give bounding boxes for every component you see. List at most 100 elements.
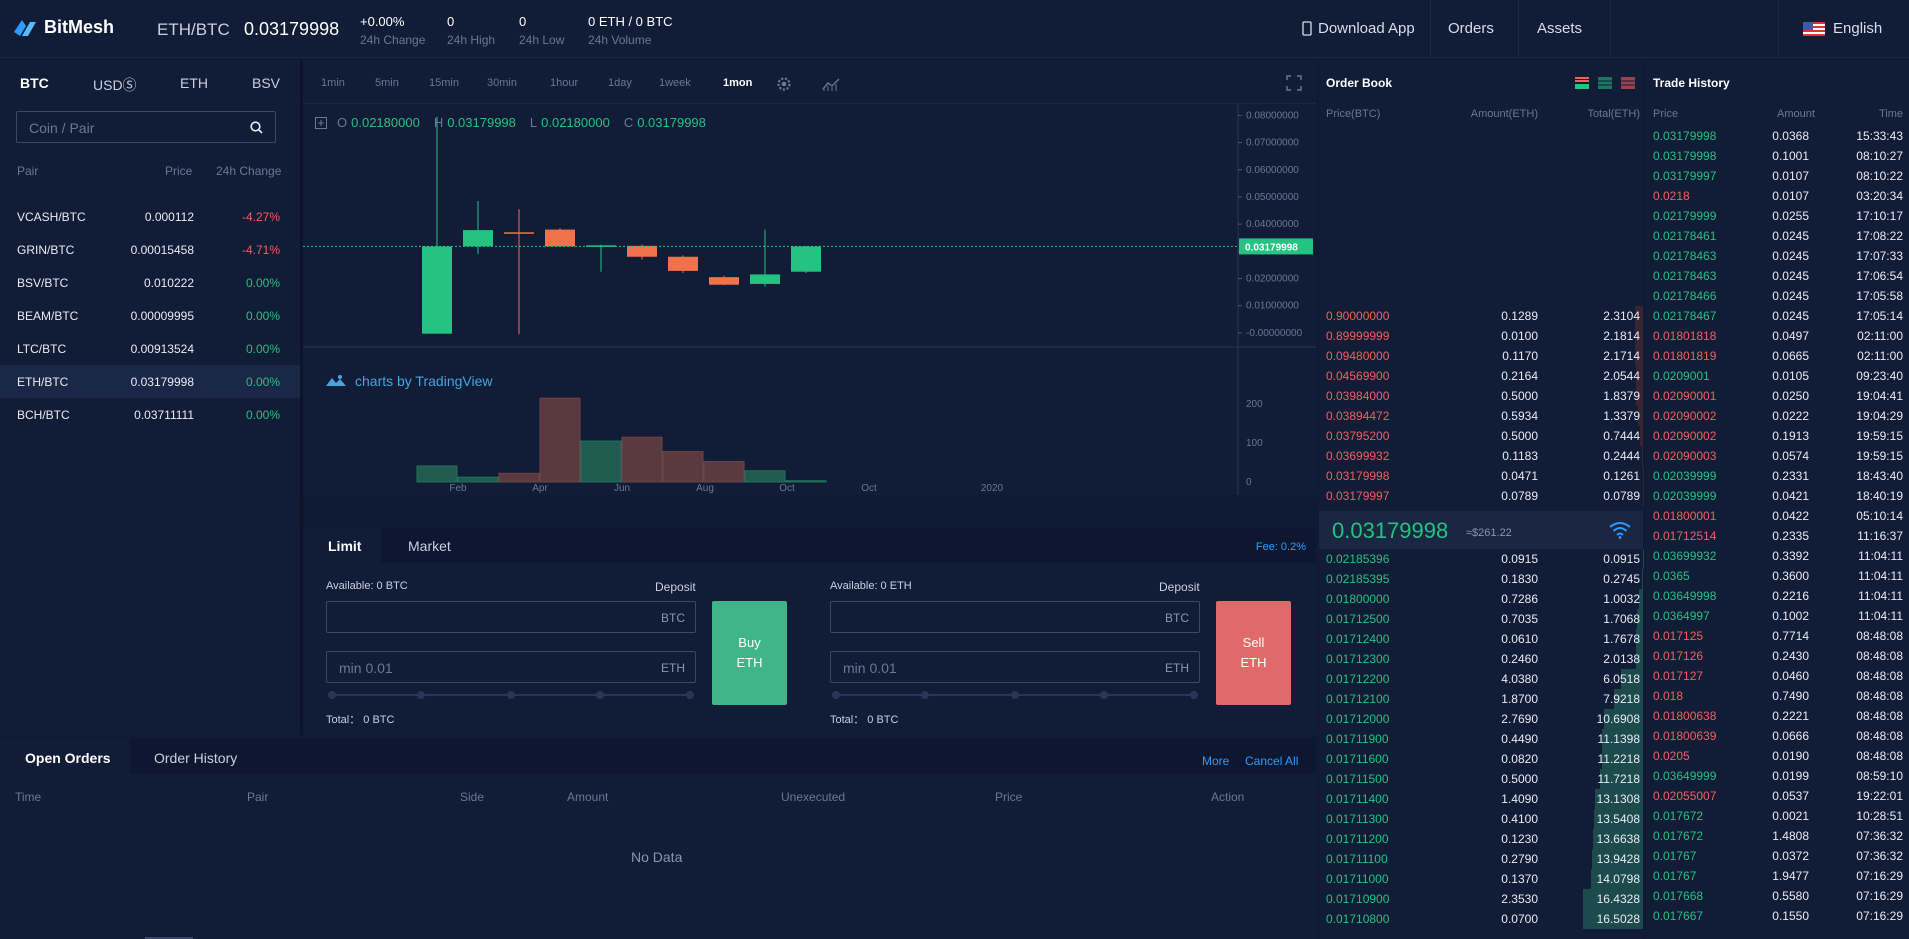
indicators-icon[interactable] [821, 75, 841, 93]
logo[interactable]: BitMesh [12, 17, 114, 38]
bid-row[interactable]: 0.01712400 0.0610 1.7678 [1319, 629, 1643, 649]
slider-stop[interactable] [686, 691, 694, 699]
pair-row[interactable]: BEAM/BTC 0.00009995 0.00% [0, 299, 300, 332]
slider-stop[interactable] [507, 691, 515, 699]
sell-deposit-link[interactable]: Deposit [1159, 580, 1200, 594]
bid-row[interactable]: 0.01710800 0.0700 16.5028 [1319, 909, 1643, 929]
sell-amount-input[interactable]: min 0.01 ETH [830, 651, 1200, 683]
buy-deposit-link[interactable]: Deposit [655, 580, 696, 594]
orders-link[interactable]: Orders [1448, 20, 1494, 37]
timeframe-1day[interactable]: 1day [608, 77, 632, 89]
ask-row[interactable]: 0.03699932 0.1183 0.2444 [1319, 446, 1643, 466]
candle[interactable] [504, 209, 534, 335]
bid-row[interactable]: 0.01710900 2.3530 16.4328 [1319, 889, 1643, 909]
pair-search-input[interactable]: Coin / Pair [16, 111, 276, 143]
tab-usds[interactable]: USDⓈ [93, 77, 137, 93]
candle[interactable] [422, 116, 452, 334]
candle[interactable] [545, 228, 575, 248]
slider-stop[interactable] [1011, 691, 1019, 699]
timeframe-15min[interactable]: 15min [429, 77, 459, 89]
candlestick-chart[interactable]: 0.08000000 0.07000000 0.06000000 0.05000000… [303, 104, 1316, 495]
ask-row[interactable]: 0.09480000 0.1170 2.1714 [1319, 346, 1643, 366]
bid-row[interactable]: 0.01712200 4.0380 6.0518 [1319, 669, 1643, 689]
ask-row[interactable]: 0.04569900 0.2164 2.0544 [1319, 366, 1643, 386]
timeframe-1week[interactable]: 1week [659, 77, 691, 89]
ask-row[interactable]: 0.89999999 0.0100 2.1814 [1319, 326, 1643, 346]
fullscreen-icon[interactable] [1286, 75, 1302, 91]
pair-row[interactable]: BCH/BTC 0.03711111 0.00% [0, 398, 300, 431]
timeframe-1hour[interactable]: 1hour [550, 77, 579, 89]
slider-stop[interactable] [1100, 691, 1108, 699]
timeframe-5min[interactable]: 5min [375, 77, 399, 89]
candle[interactable] [586, 244, 616, 272]
sell-button[interactable]: Sell ETH [1216, 601, 1291, 705]
bid-row[interactable]: 0.01711400 1.4090 13.1308 [1319, 789, 1643, 809]
pair-row[interactable]: BSV/BTC 0.010222 0.00% [0, 266, 300, 299]
settings-icon[interactable] [775, 75, 793, 93]
view-bids-icon[interactable] [1598, 77, 1612, 89]
slider-stop[interactable] [417, 691, 425, 699]
bid-row[interactable]: 0.01711100 0.2790 13.9428 [1319, 849, 1643, 869]
tab-eth[interactable]: ETH [180, 75, 208, 91]
tab-btc[interactable]: BTC [20, 75, 49, 91]
timeframe-1min[interactable]: 1min [321, 77, 345, 89]
language-selector[interactable]: English [1803, 20, 1882, 37]
tab-open-orders[interactable]: Open Orders [25, 750, 111, 766]
buy-button[interactable]: Buy ETH [712, 601, 787, 705]
bid-row[interactable]: 0.01711000 0.1370 14.0798 [1319, 869, 1643, 889]
expand-legend-icon[interactable] [315, 116, 327, 129]
tradingview-watermark[interactable]: charts by TradingView [325, 373, 492, 389]
view-both-icon[interactable] [1575, 77, 1589, 89]
pair-row[interactable]: VCASH/BTC 0.000112 -4.27% [0, 200, 300, 233]
assets-link[interactable]: Assets [1537, 20, 1583, 37]
slider-stop[interactable] [921, 691, 929, 699]
cancel-all-link[interactable]: Cancel All [1245, 754, 1299, 768]
slider-stop[interactable] [832, 691, 840, 699]
candle[interactable] [791, 245, 821, 274]
bid-row[interactable]: 0.01711900 0.4490 11.1398 [1319, 729, 1643, 749]
bid-row[interactable]: 0.01800000 0.7286 1.0032 [1319, 589, 1643, 609]
candle[interactable] [463, 201, 493, 255]
bid-row[interactable]: 0.01711600 0.0820 11.2218 [1319, 749, 1643, 769]
pair-row[interactable]: ETH/BTC 0.03179998 0.00% [0, 365, 300, 398]
slider-stop[interactable] [596, 691, 604, 699]
timeframe-30min[interactable]: 30min [487, 77, 517, 89]
ask-row[interactable]: 0.03795200 0.5000 0.7444 [1319, 426, 1643, 446]
slider-stop[interactable] [1190, 691, 1198, 699]
candle[interactable] [709, 275, 739, 286]
bid-row[interactable]: 0.02185395 0.1830 0.2745 [1319, 569, 1643, 589]
bid-row[interactable]: 0.01712300 0.2460 2.0138 [1319, 649, 1643, 669]
tab-order-history[interactable]: Order History [154, 750, 238, 766]
slider-stop[interactable] [328, 691, 336, 699]
pair-row[interactable]: LTC/BTC 0.00913524 0.00% [0, 332, 300, 365]
view-asks-icon[interactable] [1621, 77, 1635, 89]
bid-row[interactable]: 0.01711500 0.5000 11.7218 [1319, 769, 1643, 789]
bid-row[interactable]: 0.02185396 0.0915 0.0915 [1319, 549, 1643, 569]
download-app-link[interactable]: Download App [1302, 20, 1415, 37]
tab-limit[interactable]: Limit [328, 538, 362, 554]
timeframe-1mon[interactable]: 1mon [723, 77, 753, 89]
sell-price-input[interactable]: BTC [830, 601, 1200, 633]
buy-price-input[interactable]: BTC [326, 601, 696, 633]
ask-row[interactable]: 0.90000000 0.1289 2.3104 [1319, 306, 1643, 326]
more-link[interactable]: More [1202, 754, 1230, 768]
sell-amount-slider[interactable] [832, 691, 1198, 699]
tab-bsv[interactable]: BSV [252, 75, 281, 91]
bid-row[interactable]: 0.01711200 0.1230 13.6638 [1319, 829, 1643, 849]
ask-row[interactable]: 0.03179997 0.0789 0.0789 [1319, 486, 1643, 506]
bid-row[interactable]: 0.01711300 0.4100 13.5408 [1319, 809, 1643, 829]
ask-row[interactable]: 0.03984000 0.5000 1.8379 [1319, 386, 1643, 406]
bid-row[interactable]: 0.01712100 1.8700 7.9218 [1319, 689, 1643, 709]
pair-row[interactable]: GRIN/BTC 0.00015458 -4.71% [0, 233, 300, 266]
bid-row[interactable]: 0.01712000 2.7690 10.6908 [1319, 709, 1643, 729]
candle[interactable] [627, 244, 657, 260]
candle[interactable] [668, 255, 698, 274]
tab-market[interactable]: Market [408, 538, 451, 554]
bid-row[interactable]: 0.01712500 0.7035 1.7068 [1319, 609, 1643, 629]
buy-amount-slider[interactable] [328, 691, 694, 699]
ask-row[interactable]: 0.03894472 0.5934 1.3379 [1319, 406, 1643, 426]
scrollbar-thumb[interactable] [145, 937, 193, 939]
candle[interactable] [750, 229, 780, 287]
buy-amount-input[interactable]: min 0.01 ETH [326, 651, 696, 683]
ask-row[interactable]: 0.03179998 0.0471 0.1261 [1319, 466, 1643, 486]
